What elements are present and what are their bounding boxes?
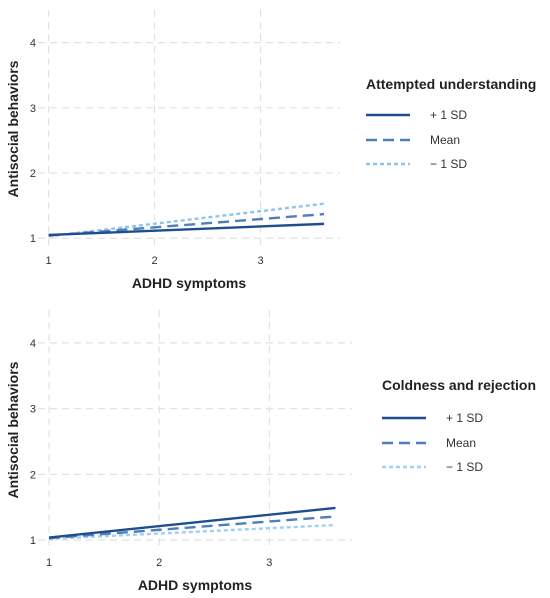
y-tick-label: 4: [30, 338, 36, 350]
y-tick-label: 4: [30, 38, 36, 50]
y-tick-label: 2: [30, 168, 36, 180]
y-tick-label: 1: [30, 535, 36, 547]
y-tick-label: 2: [30, 469, 36, 481]
x-axis-title: ADHD symptoms: [132, 275, 247, 291]
y-axis-title: Antisocial behaviors: [5, 361, 21, 498]
series-line: [48, 515, 336, 540]
x-tick-label: 2: [156, 557, 162, 569]
legend-label: + 1 SD: [430, 108, 467, 122]
legend-label: − 1 SD: [430, 157, 467, 171]
series-line: [48, 506, 336, 539]
legend-title: Attempted understanding: [366, 76, 536, 92]
y-tick-label: 1: [30, 233, 36, 245]
panel-2: 1 2 3 1 2 3 4 ADHD symptoms Antisocial behaviors…: [5, 310, 536, 593]
x-tick-label: 3: [266, 557, 272, 569]
legend: Attempted understanding + 1 SD Mean − 1 SD: [366, 76, 536, 171]
y-axis-title: Antisocial behaviors: [5, 60, 21, 197]
legend-label: − 1 SD: [446, 460, 483, 474]
series-line: [48, 222, 325, 237]
panel-1: 1 2 3 1 2 3 4 ADHD symptoms Antisocial behaviors…: [5, 10, 536, 291]
y-tick-label: 3: [30, 103, 36, 115]
y-tick-label: 3: [30, 404, 36, 416]
series-line: [48, 212, 325, 237]
x-tick-label: 2: [151, 255, 157, 267]
series-line: [48, 202, 325, 238]
x-tick-label: 1: [46, 557, 52, 569]
legend-title: Coldness and rejection: [382, 377, 536, 393]
x-tick-label: 1: [46, 255, 52, 267]
series-line: [48, 523, 336, 541]
legend-label: Mean: [446, 436, 476, 450]
legend-label: + 1 SD: [446, 411, 483, 425]
legend: Coldness and rejection + 1 SD Mean − 1 SD: [382, 377, 536, 474]
legend-label: Mean: [430, 133, 460, 147]
x-axis-title: ADHD symptoms: [138, 577, 253, 593]
x-tick-label: 3: [257, 255, 263, 267]
